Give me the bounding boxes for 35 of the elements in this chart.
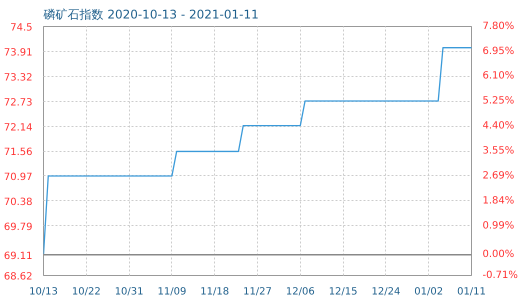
y2-tick-label: 0.00% bbox=[482, 249, 514, 260]
y2-tick-label: 2.69% bbox=[482, 170, 514, 182]
y2-tick-label: 7.80% bbox=[482, 21, 514, 32]
y2-tick-label: -0.71% bbox=[482, 270, 518, 281]
chart-title: 磷矿石指数 2020-10-13 - 2021-01-11 bbox=[42, 8, 259, 22]
x-tick-label: 12/24 bbox=[371, 286, 400, 298]
y-tick-label: 71.56 bbox=[4, 147, 33, 158]
x-tick-label: 10/13 bbox=[29, 286, 58, 298]
y2-tick-label: 0.99% bbox=[482, 220, 514, 232]
x-tick-label: 11/09 bbox=[157, 286, 186, 298]
x-tick-label: 01/11 bbox=[457, 286, 486, 298]
y-tick-label: 69.79 bbox=[4, 222, 33, 233]
y-tick-label: 74.5 bbox=[10, 22, 32, 34]
y2-tick-label: 6.10% bbox=[482, 70, 514, 82]
y2-tick-label: 6.95% bbox=[482, 46, 514, 57]
x-tick-label: 10/22 bbox=[72, 286, 101, 298]
y-tick-label: 72.73 bbox=[4, 97, 33, 108]
y-tick-label: 73.32 bbox=[4, 72, 33, 84]
x-tick-label: 11/18 bbox=[200, 286, 230, 298]
x-tick-label: 11/27 bbox=[243, 286, 272, 298]
y-tick-label: 73.91 bbox=[4, 47, 33, 58]
y-tick-label: 68.62 bbox=[4, 272, 33, 282]
y2-tick-label: 3.55% bbox=[482, 145, 514, 156]
y-tick-label: 72.14 bbox=[4, 122, 33, 134]
x-tick-label: 12/15 bbox=[328, 286, 358, 298]
y2-tick-label: 1.84% bbox=[482, 195, 514, 206]
y-tick-label: 70.38 bbox=[4, 196, 33, 208]
y-tick-label: 70.97 bbox=[4, 172, 33, 183]
x-tick-label: 10/31 bbox=[114, 286, 144, 298]
y2-tick-label: 4.40% bbox=[482, 120, 514, 132]
x-tick-label: 12/06 bbox=[286, 286, 315, 298]
x-tick-label: 01/02 bbox=[414, 286, 444, 298]
y-tick-label: 69.11 bbox=[4, 250, 33, 262]
y2-tick-label: 5.25% bbox=[482, 96, 514, 107]
line-series bbox=[44, 47, 472, 256]
